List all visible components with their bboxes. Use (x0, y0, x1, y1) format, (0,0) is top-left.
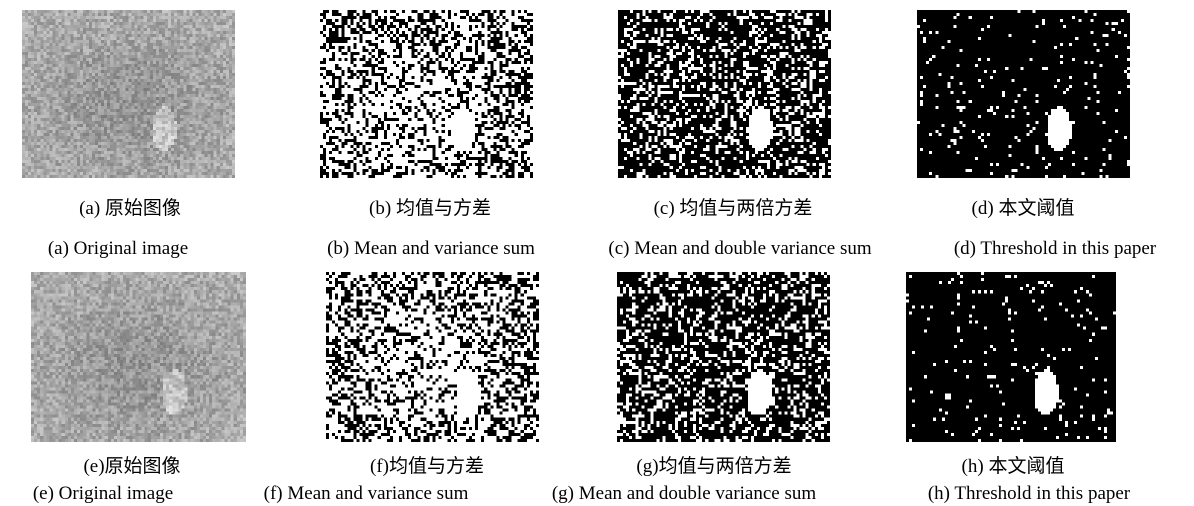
caption-en-f: (f) Mean and variance sum (263, 483, 469, 504)
original-image-a (22, 10, 235, 178)
threshold-image-f (326, 272, 539, 442)
threshold-image-g (617, 272, 830, 442)
caption-en-h: (h) Threshold in this paper (927, 483, 1131, 504)
caption-zh-d: (d) 本文阈值 (971, 198, 1075, 219)
caption-zh-g: (g)均值与两倍方差 (636, 456, 792, 477)
caption-zh-a: (a) 原始图像 (79, 198, 181, 219)
threshold-image-c (618, 10, 831, 178)
caption-en-a: (a) Original image (47, 238, 189, 259)
caption-en-g: (g) Mean and double variance sum (551, 483, 817, 504)
threshold-image-d (917, 10, 1130, 178)
threshold-image-h (906, 272, 1116, 442)
threshold-image-b (320, 10, 533, 178)
caption-zh-b: (b) 均值与方差 (369, 198, 491, 219)
caption-en-c: (c) Mean and double variance sum (608, 238, 872, 259)
caption-en-e: (e) Original image (32, 483, 174, 504)
caption-en-b: (b) Mean and variance sum (327, 238, 535, 259)
original-image-e (31, 272, 246, 442)
caption-en-d: (d) Threshold in this paper (953, 238, 1157, 259)
caption-zh-h: (h) 本文阈值 (961, 456, 1065, 477)
caption-zh-e: (e)原始图像 (83, 456, 181, 477)
caption-zh-c: (c) 均值与两倍方差 (653, 198, 813, 219)
caption-zh-f: (f)均值与方差 (370, 456, 484, 477)
